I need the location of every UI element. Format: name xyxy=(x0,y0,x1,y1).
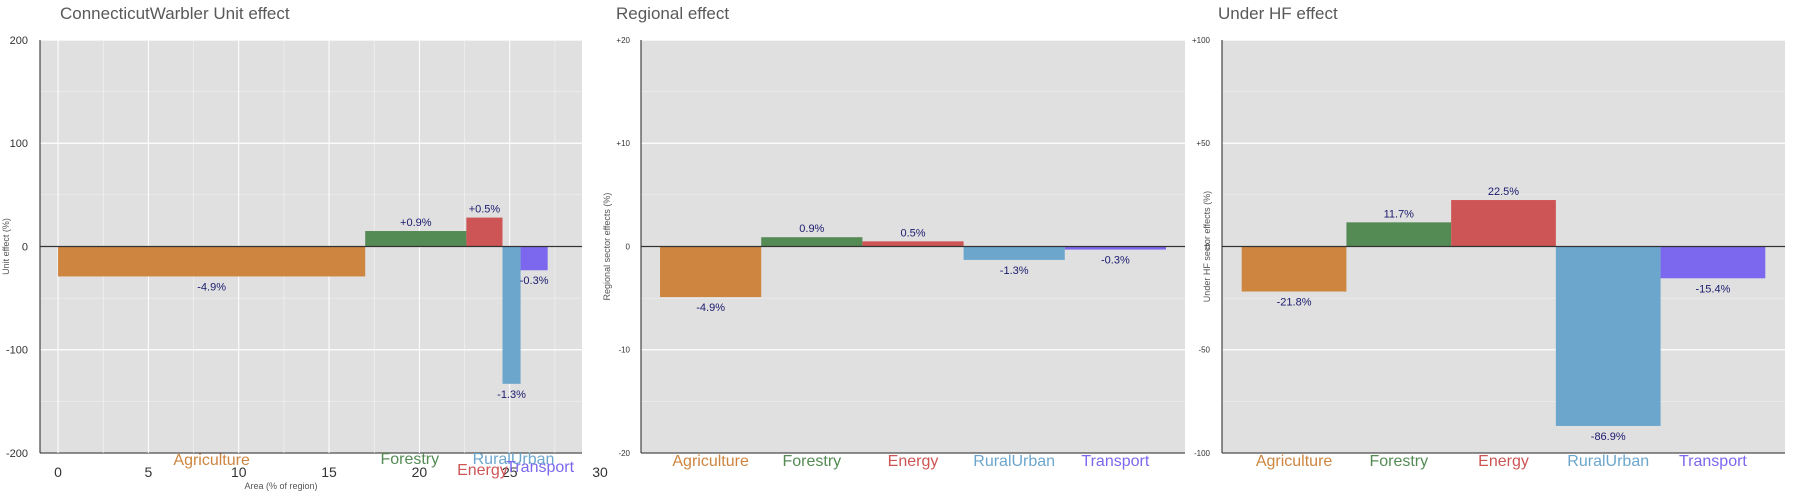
y-tick-label: 100 xyxy=(10,138,28,150)
x-tick-label: 30 xyxy=(592,464,608,480)
bar-agriculture xyxy=(58,246,366,277)
data-label: 11.7% xyxy=(1384,208,1415,220)
bar-ruralurban xyxy=(1555,246,1661,426)
category-label: Energy xyxy=(888,453,939,470)
y-tick-label: -100 xyxy=(1194,449,1211,458)
bar-transport xyxy=(520,246,548,271)
y-tick-label: +100 xyxy=(1192,36,1211,45)
x-tick-label: 5 xyxy=(145,464,153,480)
x-tick-label: 10 xyxy=(231,464,247,480)
bar-transport xyxy=(1660,246,1766,279)
category-label: Transport xyxy=(1679,453,1747,470)
bar-forestry xyxy=(761,237,863,247)
category-label: Agriculture xyxy=(1256,453,1333,470)
bar-transport xyxy=(1064,246,1166,250)
y-tick-label: +10 xyxy=(616,139,630,148)
y-axis-label: Under HF sector effects (%) xyxy=(1202,191,1212,302)
category-label: Energy xyxy=(1478,453,1529,470)
panel-title: Regional effect xyxy=(616,4,729,23)
bar-energy xyxy=(466,217,503,247)
panel-title: ConnecticutWarbler Unit effect xyxy=(60,4,290,23)
y-tick-label: 200 xyxy=(10,35,28,47)
category-label: Agriculture xyxy=(672,453,749,470)
category-label: Forestry xyxy=(380,451,439,468)
x-tick-label: 25 xyxy=(502,464,518,480)
y-tick-label: +20 xyxy=(616,36,630,45)
y-tick-label: 0 xyxy=(1206,242,1211,251)
data-label: +0.9% xyxy=(400,217,432,229)
x-tick-label: 20 xyxy=(412,464,428,480)
bar-forestry xyxy=(365,231,467,247)
category-label: RuralUrban xyxy=(1567,453,1649,470)
x-tick-label: 0 xyxy=(54,464,62,480)
y-tick-label: -50 xyxy=(1198,346,1210,355)
data-label: -1.3% xyxy=(1000,265,1029,277)
y-tick-label: 0 xyxy=(626,242,631,251)
x-tick-label: 15 xyxy=(321,464,337,480)
x-axis-label: Area (% of region) xyxy=(244,481,317,491)
category-label: Transport xyxy=(506,459,574,476)
category-label: Transport xyxy=(1081,453,1149,470)
data-label: +0.5% xyxy=(469,204,501,216)
y-tick-label: -20 xyxy=(618,449,630,458)
bar-forestry xyxy=(1346,222,1452,247)
category-label: Forestry xyxy=(1369,453,1428,470)
data-label: -86.9% xyxy=(1591,431,1626,443)
category-label: RuralUrban xyxy=(973,453,1055,470)
bar-energy xyxy=(1451,200,1556,247)
panel-title: Under HF effect xyxy=(1218,4,1338,23)
bar-agriculture xyxy=(660,246,762,298)
data-label: 0.5% xyxy=(900,227,925,239)
bar-energy xyxy=(862,241,964,247)
data-label: -15.4% xyxy=(1696,283,1731,295)
y-tick-label: 0 xyxy=(22,241,28,253)
category-label: Energy xyxy=(457,462,508,479)
y-tick-label: -10 xyxy=(618,346,630,355)
category-label: RuralUrban xyxy=(473,451,555,468)
data-label: 0.9% xyxy=(799,223,824,235)
data-label: -1.3% xyxy=(497,389,526,401)
data-label: -0.3% xyxy=(1101,255,1130,267)
y-tick-label: -100 xyxy=(6,345,28,357)
y-axis-label: Regional sector effects (%) xyxy=(602,193,612,301)
category-label: Agriculture xyxy=(173,452,250,469)
y-tick-label: +50 xyxy=(1196,139,1210,148)
data-label: -21.8% xyxy=(1277,297,1312,309)
data-label: 22.5% xyxy=(1488,186,1519,198)
bar-ruralurban xyxy=(963,246,1065,260)
data-label: -0.3% xyxy=(520,275,549,287)
bar-agriculture xyxy=(1241,246,1347,292)
data-label: -4.9% xyxy=(197,281,226,293)
data-label: -4.9% xyxy=(696,302,725,314)
y-axis-label: Unit effect (%) xyxy=(1,218,11,275)
bar-ruralurban xyxy=(502,246,521,384)
category-label: Forestry xyxy=(782,453,841,470)
y-tick-label: -200 xyxy=(6,448,28,460)
